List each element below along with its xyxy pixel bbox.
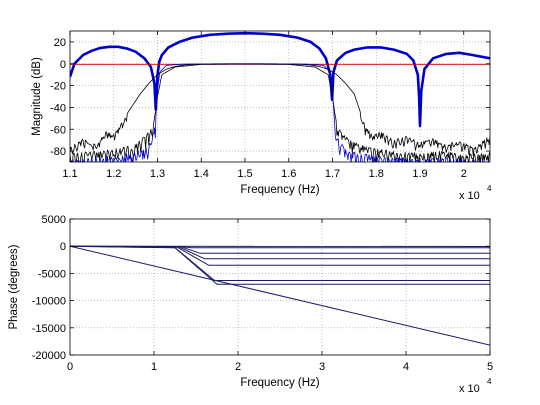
x-tick-label: 5: [487, 361, 493, 373]
x-tick-label: 1.6: [281, 168, 296, 180]
x-axis-multiplier-exponent: 4: [487, 184, 492, 193]
x-tick-label: 1.7: [325, 168, 340, 180]
x-axis-multiplier-exponent: 4: [487, 377, 492, 386]
chart-2: 0 1 2 3 4 5 5000 0 -5000 -10000 -15000 -20000 Freque…: [8, 214, 493, 395]
x-axis-multiplier: x 10: [459, 190, 480, 202]
x-tick-label: 3: [319, 361, 325, 373]
x-axis-multiplier: x 10: [459, 383, 480, 395]
x-tick-label: 1.2: [106, 168, 121, 180]
x-tick-label: 1.8: [369, 168, 384, 180]
y-tick-label: 5000: [42, 214, 66, 226]
y-tick-label: -10000: [32, 296, 66, 308]
x-tick-label: 2: [461, 168, 467, 180]
y-tick-label: -15000: [32, 323, 66, 335]
y-tick-label: -80: [50, 146, 66, 158]
y-tick-label: 0: [60, 59, 66, 71]
series-line-1: [70, 31, 490, 128]
x-tick-label: 1.9: [412, 168, 427, 180]
y-tick-label: 20: [54, 37, 66, 49]
chart-1: 1.1 1.2 1.3 1.4 1.5 1.6 1.7 1.8 1.9 2 20 0 -20 -40 -60…: [31, 30, 492, 202]
x-tick-label: 0: [67, 361, 73, 373]
x-tick-label: 1: [151, 361, 157, 373]
plot-area: [70, 219, 490, 355]
series-line-1: [70, 245, 490, 346]
x-tick-label: 1.3: [150, 168, 165, 180]
x-tick-label: 1.4: [194, 168, 209, 180]
x-axis-label: Frequency (Hz): [240, 184, 319, 196]
axes-frame: [69, 30, 491, 163]
x-tick-label: 1.5: [237, 168, 252, 180]
y-tick-label: -40: [50, 102, 66, 114]
x-axis-label: Frequency (Hz): [240, 377, 319, 389]
y-tick-label: 0: [60, 241, 66, 253]
axes-frame: [69, 218, 491, 356]
y-axis-label: Magnitude (dB): [31, 57, 43, 136]
x-tick-label: 1.1: [62, 168, 77, 180]
x-tick-label: 2: [235, 361, 241, 373]
series-line-5: [71, 63, 490, 162]
y-tick-label: -20000: [32, 350, 66, 362]
y-tick-label: -20: [50, 81, 66, 93]
y-axis-label: Phase (degrees): [8, 244, 20, 329]
y-tick-label: -60: [50, 124, 66, 136]
x-tick-label: 4: [403, 361, 409, 373]
y-tick-label: -5000: [38, 268, 66, 280]
